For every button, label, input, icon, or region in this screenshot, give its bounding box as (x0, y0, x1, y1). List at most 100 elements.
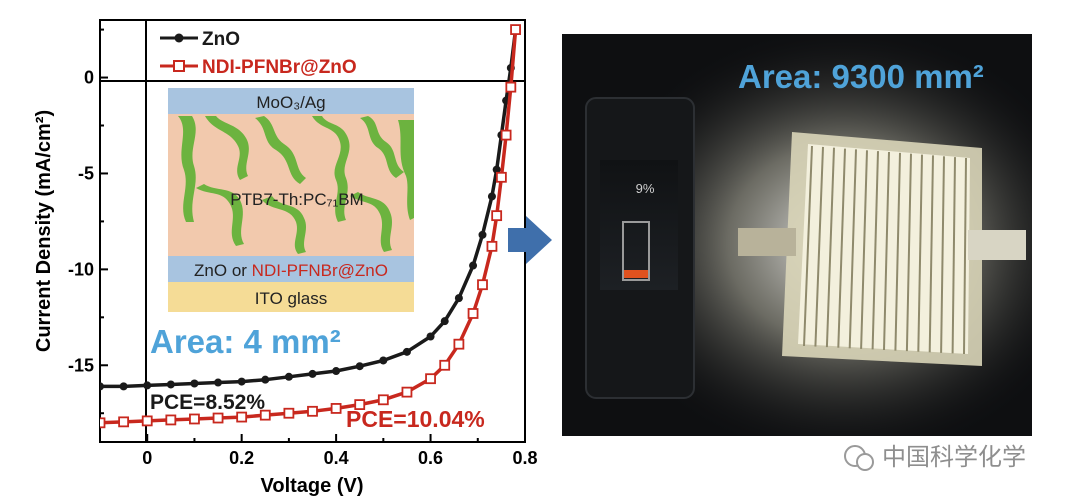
module-stripe (883, 151, 890, 351)
layer-etl-label: ZnO or NDI-PFNBr@ZnO (194, 261, 388, 280)
module-stripe (905, 153, 912, 352)
module-active-area (798, 144, 970, 354)
x-tick-label: 0.8 (512, 448, 537, 468)
meter-screen (600, 160, 678, 290)
data-point-ndi (505, 81, 517, 93)
data-point-zno (469, 261, 478, 270)
data-point-ndi (486, 240, 498, 252)
data-point-zno (487, 192, 496, 201)
data-point-ndi (467, 308, 479, 319)
module-stripe (871, 151, 879, 350)
module-stripe (848, 149, 857, 349)
layer-active-label: PTB7-Th:PC₇₁BM (230, 190, 363, 209)
data-point-ndi (141, 415, 153, 427)
data-point-ndi (495, 171, 507, 183)
data-point-zno (166, 380, 175, 389)
pce-zno-label: PCE=8.52% (150, 391, 265, 414)
module-stripe (860, 150, 868, 349)
area-small-label: Area: 4 mm² (150, 323, 341, 360)
meter-gauge-fill (624, 270, 648, 278)
data-point-ndi (118, 416, 130, 428)
data-point-zno (402, 347, 411, 356)
layer-ito (168, 282, 414, 312)
legend-zno-marker (174, 33, 184, 43)
ribbon-left (738, 228, 796, 256)
module-stripe (837, 148, 846, 348)
data-point-ndi (236, 411, 248, 423)
legend-zno-label: ZnO (202, 29, 240, 50)
data-point-ndi (500, 129, 512, 141)
etl-ndi-text: NDI-PFNBr@ZnO (252, 261, 388, 280)
layer-moo3 (168, 88, 414, 114)
data-point-zno (440, 317, 449, 326)
data-point-zno (379, 356, 388, 365)
x-tick-label: 0.6 (418, 448, 443, 468)
x-tick-label: 0 (142, 448, 152, 468)
area-large-label: Area: 9300 mm² (738, 58, 984, 95)
y-tick-label: -15 (68, 355, 94, 375)
y-axis-label: Current Density (mA/cm²) (33, 110, 55, 352)
data-point-ndi (401, 386, 413, 398)
data-point-zno (261, 375, 270, 384)
data-point-zno (100, 382, 104, 391)
data-point-ndi (212, 412, 224, 424)
ribbon-right (968, 230, 1026, 260)
data-point-ndi (307, 405, 318, 417)
watermark-text: 中国科学化学 (882, 443, 1026, 471)
data-point-ndi (510, 24, 521, 35)
data-point-ndi (439, 359, 451, 371)
wechat-icon-inner (856, 453, 874, 471)
data-point-ndi (165, 414, 177, 426)
module-stripe (963, 157, 967, 355)
data-point-ndi (259, 409, 271, 421)
etl-zno-text: ZnO or (194, 261, 252, 280)
layer-moo3-label: MoO₃/Ag (256, 93, 325, 112)
data-point-zno (355, 362, 364, 371)
y-tick-label: -10 (68, 259, 94, 279)
x-tick-label: 0.4 (324, 448, 349, 468)
device-structure-inset: MoO₃/Ag PTB7-Th:PC₇₁BM ZnO or NDI-PFNBr@… (168, 88, 414, 312)
data-point-zno (190, 379, 199, 388)
data-point-zno (454, 294, 463, 303)
module-stripe (803, 145, 813, 347)
data-point-ndi (425, 373, 436, 385)
transition-arrow (508, 216, 552, 264)
jv-chart: 0 0.2 0.4 0.6 0.8 0 -5 -10 -15 Current Density (… (33, 19, 538, 497)
meter-reading: 9% (636, 181, 655, 196)
x-axis-label: Voltage (V) (261, 475, 364, 497)
series-layer (100, 24, 521, 429)
data-point-zno (332, 367, 341, 376)
data-point-zno (143, 381, 152, 390)
layer-etl (168, 256, 414, 282)
data-point-ndi (354, 399, 366, 410)
legend: ZnO NDI-PFNBr@ZnO (160, 29, 357, 78)
data-point-ndi (477, 279, 488, 291)
pce-ndi-label: PCE=10.04% (346, 406, 485, 432)
module-stripe (928, 155, 934, 353)
module-stripe (940, 156, 945, 353)
module-stripe (894, 152, 901, 351)
data-point-zno (119, 382, 128, 391)
meter-gauge (622, 221, 650, 281)
data-point-ndi (491, 210, 503, 222)
data-point-ndi (189, 413, 200, 425)
data-point-zno (478, 230, 487, 239)
y-tick-label: 0 (84, 68, 94, 88)
data-point-zno (426, 332, 435, 341)
data-point-ndi (377, 394, 389, 406)
module-stripe (917, 154, 923, 352)
data-point-ndi (330, 403, 342, 414)
data-point-zno (237, 377, 246, 386)
legend-ndi-label: NDI-PFNBr@ZnO (202, 57, 357, 78)
watermark: 中国科学化学 (844, 443, 1026, 471)
active-morphology (178, 116, 414, 254)
data-point-zno (308, 369, 317, 378)
layer-ito-label: ITO glass (255, 289, 327, 308)
module-stripe (814, 146, 824, 347)
x-tick-label: 0.2 (229, 448, 254, 468)
solar-module (738, 132, 1026, 366)
data-point-zno (492, 165, 501, 174)
module-stripe (951, 157, 956, 354)
data-point-ndi (100, 417, 106, 429)
